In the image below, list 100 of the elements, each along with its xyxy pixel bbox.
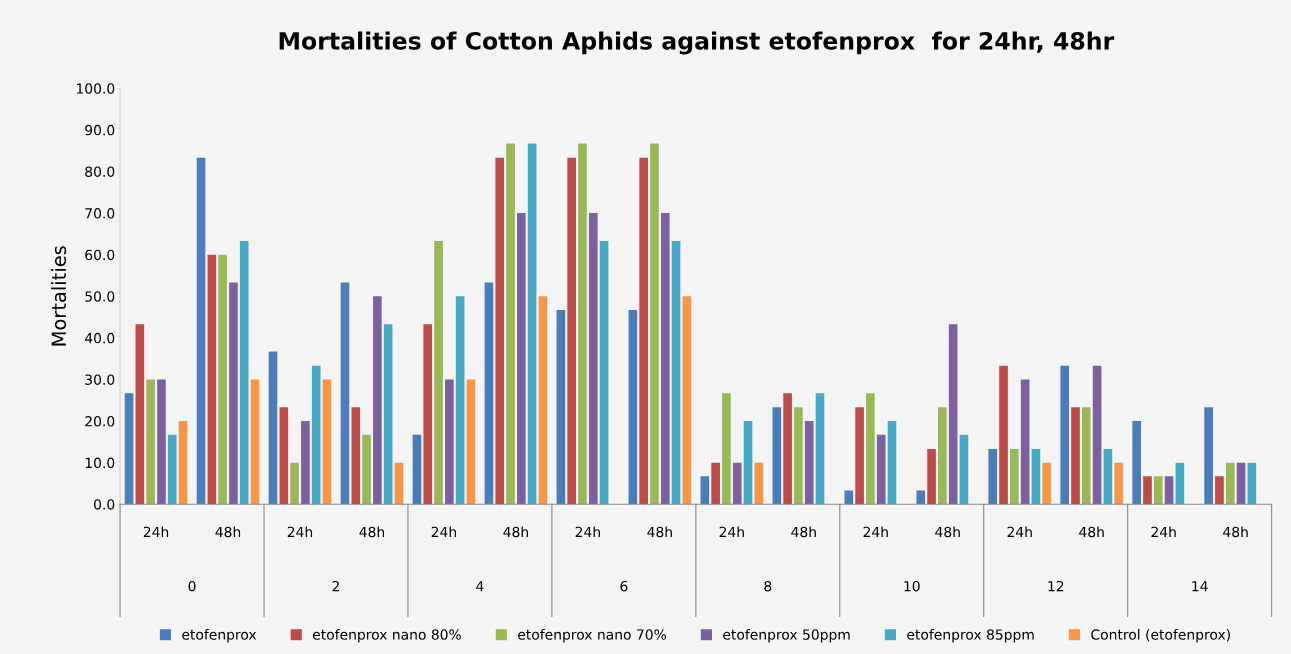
legend-label: etofenprox nano 70%: [518, 629, 667, 643]
bar: [1071, 407, 1080, 505]
text: 2: [332, 580, 340, 592]
bar: [866, 393, 875, 505]
bar: [804, 421, 814, 505]
x-tick-label: 24h: [431, 526, 456, 538]
y-tick-label: 40.0: [84, 332, 115, 344]
bar: [373, 296, 382, 505]
x-tick-label: 48h: [1223, 526, 1248, 538]
bar: [445, 379, 454, 505]
bar: [1092, 365, 1102, 505]
bar: [412, 434, 422, 505]
bar: [844, 490, 854, 505]
bar: [948, 324, 958, 505]
y-tick-label: 60.0: [85, 249, 115, 261]
x-tick-label: 24h: [287, 526, 313, 538]
bar: [362, 434, 371, 505]
bar: [578, 143, 587, 505]
bar: [732, 462, 742, 505]
bar: [1031, 448, 1041, 505]
bar: [311, 365, 321, 505]
bar: [639, 157, 648, 505]
bar: [1020, 379, 1030, 505]
bar: [938, 407, 947, 505]
bar: [815, 393, 825, 505]
bar: [466, 379, 476, 505]
bar: [722, 393, 731, 505]
bar: [239, 240, 249, 505]
text: 8: [764, 580, 772, 592]
legend-label: Control (etofenprox): [1091, 629, 1230, 643]
bar: [351, 407, 361, 505]
bar: [484, 282, 494, 505]
bar: [660, 213, 670, 505]
legend-label: etofenprox 85ppm: [907, 629, 1034, 643]
bar: [916, 490, 926, 505]
bar: [1132, 421, 1141, 505]
bar: [322, 379, 332, 505]
bar: [1060, 365, 1070, 505]
text: 4: [476, 581, 484, 592]
bar: [1164, 476, 1174, 505]
bar: [783, 393, 792, 505]
text: 14: [1192, 581, 1208, 592]
bar: [567, 157, 577, 505]
bar: [135, 324, 145, 505]
bar: [682, 296, 692, 505]
bar: [455, 296, 465, 505]
bar: [290, 462, 299, 505]
bar: [1225, 462, 1235, 505]
bar: [495, 157, 505, 505]
x-tick-label: 48h: [503, 526, 528, 538]
bar: [218, 254, 227, 505]
x-tick-label: 24h: [863, 526, 888, 538]
x-tick-label: 48h: [359, 526, 385, 538]
bar: [650, 143, 659, 505]
bar: [1143, 476, 1152, 505]
bar: [196, 157, 206, 505]
bar: [700, 476, 710, 505]
bar: [1247, 462, 1257, 505]
y-tick-label: 50.0: [85, 291, 115, 302]
bar: [279, 407, 289, 505]
x-tick-label: 48h: [647, 526, 672, 538]
bar: [927, 448, 936, 505]
bar: [423, 324, 433, 505]
bar: [340, 282, 350, 505]
bar: [599, 240, 609, 505]
bar: [1103, 448, 1113, 505]
bar: [556, 309, 566, 505]
bar: [301, 421, 310, 505]
x-tick-label: 48h: [215, 526, 241, 538]
bar: [178, 421, 188, 505]
y-tick-label: 90.0: [85, 124, 115, 136]
bar: [207, 254, 217, 505]
bar: [506, 143, 515, 505]
bar: [1204, 407, 1213, 505]
x-tick-label: 24h: [143, 526, 169, 538]
bar: [794, 407, 803, 505]
bar: [754, 462, 764, 505]
text: 12: [1048, 580, 1064, 592]
bar: [394, 462, 404, 505]
bar: [671, 240, 681, 505]
chart-title: Mortalities of Cotton Aphids against etofenprox for 24hr, 48hr: [279, 31, 1115, 55]
bar: [146, 379, 155, 505]
bar: [855, 407, 864, 505]
bar: [628, 309, 638, 505]
bar: [876, 434, 886, 505]
bar: [743, 421, 753, 505]
bar: [250, 379, 260, 505]
bar: [167, 434, 177, 505]
bar: [229, 282, 238, 505]
legend-label: etofenprox nano 80%: [312, 629, 461, 643]
bar: [383, 324, 393, 505]
y-axis-title: Mortalities: [51, 246, 67, 346]
y-tick-label: 30.0: [85, 374, 115, 385]
bar: [1175, 462, 1185, 505]
text: 0: [188, 580, 196, 592]
bar: [772, 407, 782, 505]
y-tick-label: 10.0: [85, 457, 115, 469]
bar: [1153, 476, 1163, 505]
bar: [124, 393, 134, 505]
x-tick-label: 24h: [1151, 526, 1176, 538]
